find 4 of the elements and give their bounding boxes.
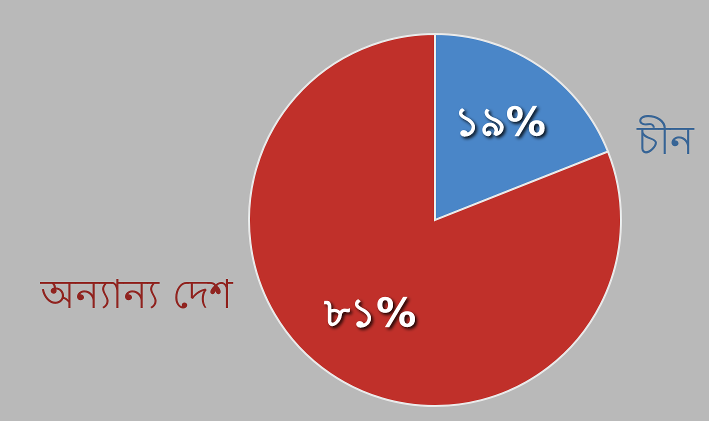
slice-label: অন্যান্য দেশ [39, 272, 234, 318]
slice-label: চীন [636, 115, 695, 164]
data-label: ১৯% [454, 100, 546, 146]
data-label: ৮১% [323, 290, 416, 336]
